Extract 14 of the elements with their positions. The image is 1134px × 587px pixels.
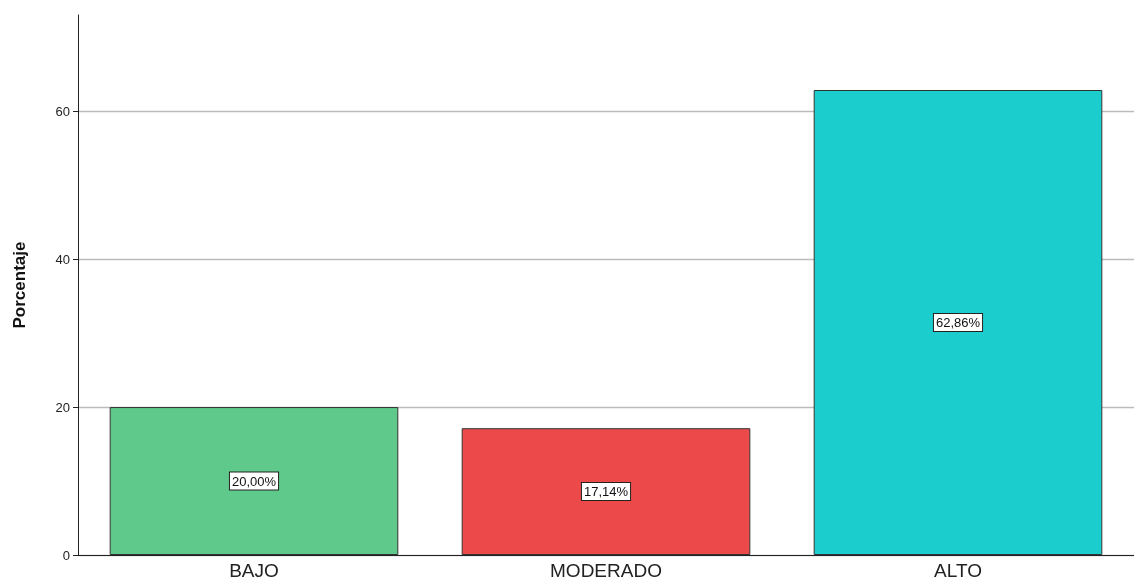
bar [461, 428, 751, 555]
x-tick-label: MODERADO [550, 560, 662, 581]
y-axis-title: Porcentaje [10, 241, 29, 329]
bar [109, 407, 399, 555]
y-tick-label: 0 [62, 547, 70, 563]
x-tick-label: ALTO [934, 560, 982, 581]
bar [813, 90, 1103, 555]
data-label: 62,86% [935, 315, 981, 330]
y-tick-label: 60 [55, 103, 70, 119]
data-label: 20,00% [231, 473, 277, 489]
y-tick-label: 20 [55, 399, 70, 415]
data-label: 17,14% [583, 484, 629, 500]
y-tick-label: 40 [55, 251, 70, 267]
x-tick-label: BAJO [229, 560, 279, 581]
